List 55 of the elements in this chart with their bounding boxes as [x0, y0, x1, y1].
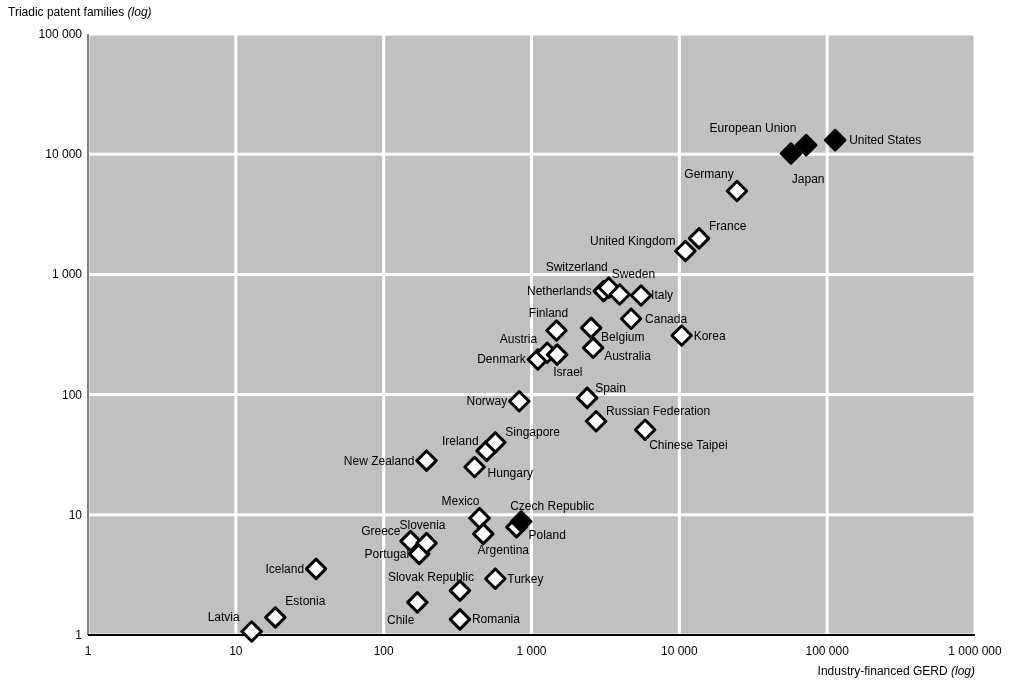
annotation: Slovak Republic	[387, 569, 474, 584]
x-tick-label: 10	[229, 644, 243, 658]
annotation: Australia	[604, 348, 652, 363]
annotation: Israel	[553, 364, 583, 379]
annotation: Korea	[693, 328, 727, 343]
x-axis-title: Industry-financed GERD (log)	[817, 664, 975, 678]
annotation: Austria	[499, 331, 538, 346]
x-tick-label: 1 000 000	[948, 644, 1003, 658]
x-tick-label: 10 000	[660, 644, 699, 658]
annotation: Germany	[684, 166, 734, 181]
y-tick-label: 100 000	[38, 27, 83, 41]
y-tick-label: 10 000	[45, 147, 83, 162]
annotation: Estonia	[285, 594, 326, 609]
y-tick-label: 10	[68, 507, 83, 522]
annotation: Belgium	[601, 329, 645, 344]
annotation: Mexico	[441, 494, 480, 509]
annotation: United States	[849, 133, 922, 148]
annotation: Finland	[528, 305, 569, 320]
annotation: Turkey	[507, 571, 544, 586]
annotation: Hungary	[487, 465, 533, 480]
annotation: Czech Republic	[510, 499, 595, 514]
y-tick-label: 100	[61, 387, 83, 402]
annotation: Iceland	[265, 561, 305, 576]
annotation: Portugal	[364, 546, 410, 561]
annotation: Poland	[528, 528, 566, 543]
annotation: Sweden	[611, 267, 656, 282]
annotation: New Zealand	[343, 453, 415, 468]
annotation: France	[709, 219, 747, 234]
annotation: Latvia	[207, 610, 240, 625]
annotation: Romania	[471, 612, 521, 627]
annotation: Greece	[361, 524, 401, 539]
y-tick-label: 1	[75, 628, 83, 642]
annotation: Chinese Taipei	[649, 437, 728, 452]
annotation: Italy	[651, 288, 674, 303]
annotation: Canada	[645, 311, 688, 326]
annotation: Japan	[791, 172, 825, 187]
x-tick-label: 1	[84, 644, 92, 658]
annotation: Singapore	[505, 425, 561, 440]
y-axis-title: Triadic patent families (log)	[8, 5, 152, 19]
annotation: European Union	[709, 120, 797, 135]
annotation: Ireland	[441, 433, 479, 448]
annotation: Argentina	[477, 542, 530, 557]
annotation: Russian Federation	[606, 404, 711, 419]
annotation: Spain	[595, 380, 626, 395]
annotation: Chile	[387, 613, 415, 628]
y-tick-label: 1 000	[51, 267, 83, 282]
annotation: Switzerland	[545, 259, 608, 274]
annotation: United Kingdom	[590, 234, 676, 249]
x-tick-label: 100	[373, 644, 394, 658]
annotation: Slovenia	[399, 518, 446, 533]
annotation: Netherlands	[527, 284, 592, 299]
x-tick-label: 100 000	[805, 644, 850, 658]
annotation: Denmark	[477, 352, 527, 367]
x-tick-label: 1 000	[516, 644, 547, 658]
annotation: Norway	[466, 394, 508, 409]
